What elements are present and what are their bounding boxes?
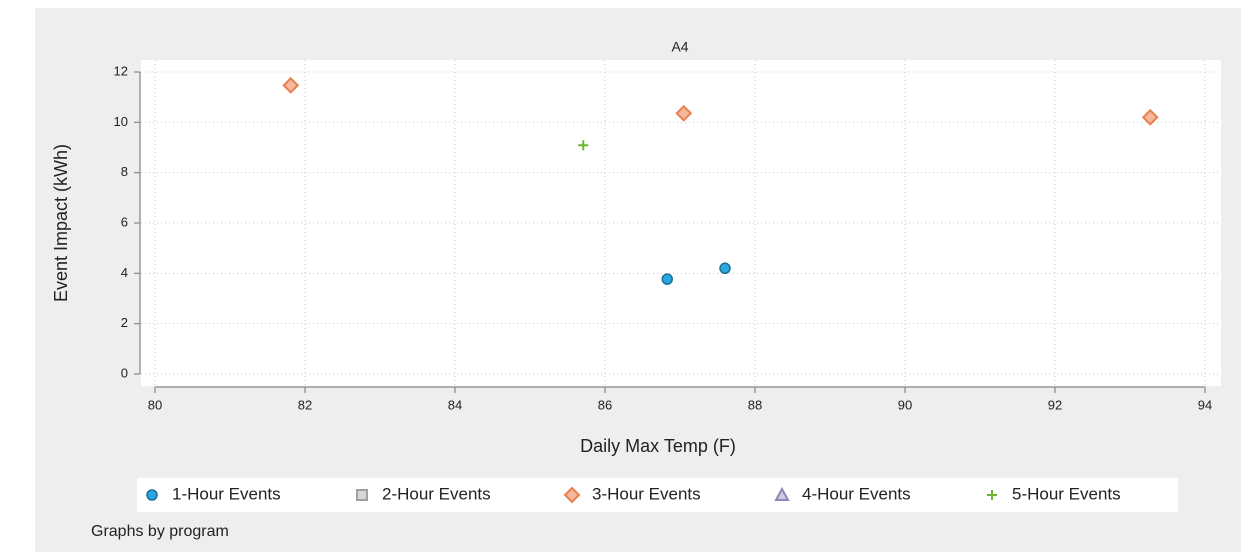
legend-label: 3-Hour Events <box>592 484 701 503</box>
chart-title: A4 <box>671 39 688 55</box>
legend-label: 5-Hour Events <box>1012 484 1121 503</box>
y-tick-label: 8 <box>121 164 128 179</box>
y-tick-label: 6 <box>121 214 128 229</box>
y-tick-label: 10 <box>114 114 128 129</box>
y-tick-label: 2 <box>121 315 128 330</box>
legend-marker <box>356 489 368 501</box>
legend-marker <box>987 490 997 500</box>
legend-label: 2-Hour Events <box>382 484 491 503</box>
x-tick-label: 84 <box>448 397 462 412</box>
note: Graphs by program <box>91 523 229 540</box>
marker <box>1141 108 1159 126</box>
x-tick-label: 82 <box>298 397 312 412</box>
y-tick-label: 0 <box>121 365 128 380</box>
marker <box>675 104 693 122</box>
x-tick-label: 92 <box>1048 397 1062 412</box>
legend-label: 4-Hour Events <box>802 484 911 503</box>
marker <box>282 76 300 94</box>
x-tick-label: 86 <box>598 397 612 412</box>
x-tick-label: 90 <box>898 397 912 412</box>
legend-label: 1-Hour Events <box>172 484 281 503</box>
legend-marker <box>774 486 790 501</box>
x-tick-label: 94 <box>1198 397 1212 412</box>
y-tick-label: 4 <box>121 265 128 280</box>
legend-marker <box>563 486 581 504</box>
marker <box>661 273 673 285</box>
x-tick-label: 80 <box>148 397 162 412</box>
legend-box <box>137 478 1178 512</box>
x-axis-label: Daily Max Temp (F) <box>580 436 736 456</box>
y-tick-label: 12 <box>114 63 128 78</box>
legend-marker <box>146 489 158 501</box>
y-axis-label: Event Impact (kWh) <box>51 144 71 302</box>
x-tick-label: 88 <box>748 397 762 412</box>
marker <box>719 262 731 275</box>
marker <box>578 140 589 151</box>
